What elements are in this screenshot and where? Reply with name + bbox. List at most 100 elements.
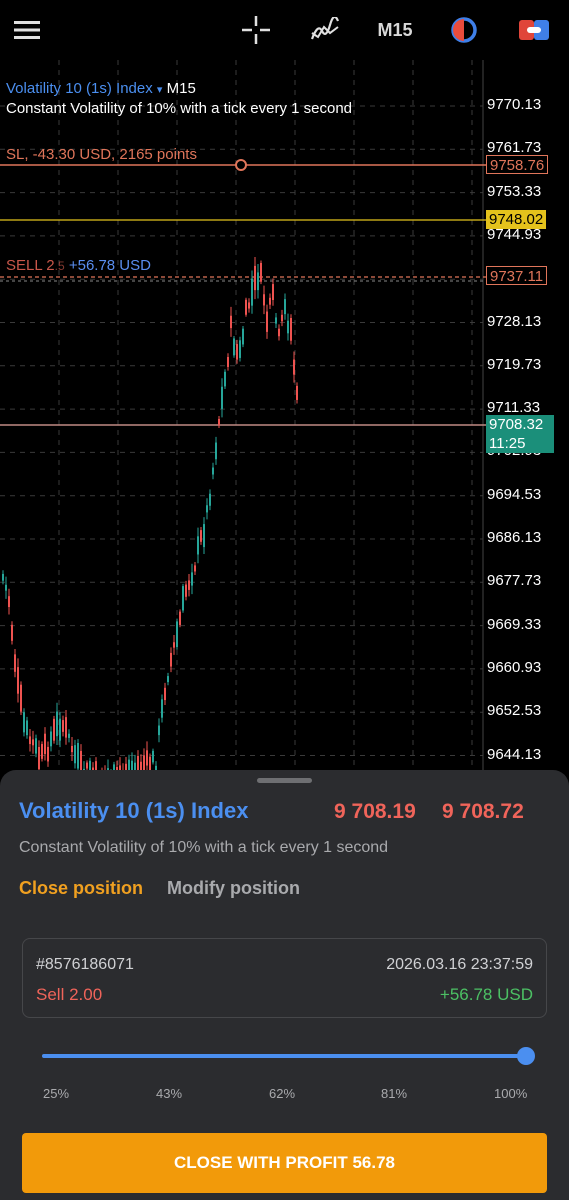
slider-tick-25[interactable]: 25% bbox=[43, 1086, 70, 1101]
candle-body bbox=[77, 742, 79, 769]
candle-body bbox=[236, 344, 238, 360]
price-chart[interactable] bbox=[0, 60, 569, 780]
candle-body bbox=[182, 586, 184, 611]
slider-tick-81[interactable]: 81% bbox=[381, 1086, 408, 1101]
candle-body bbox=[29, 736, 31, 745]
candle-body bbox=[161, 699, 163, 718]
candle-body bbox=[272, 284, 274, 300]
candle-body bbox=[275, 317, 277, 324]
sheet-drag-handle[interactable] bbox=[257, 778, 312, 783]
candle-body bbox=[86, 762, 88, 769]
candle-body bbox=[242, 328, 244, 345]
candle-body bbox=[215, 442, 217, 460]
position-profit: +56.78 USD bbox=[439, 985, 533, 1004]
candle-body bbox=[173, 642, 175, 648]
slider-tick-43[interactable]: 43% bbox=[156, 1086, 183, 1101]
position-side-volume: Sell 2.00 bbox=[36, 985, 103, 1004]
bid-price: 9 708.19 bbox=[334, 800, 416, 823]
price-axis-label: 9686.13 bbox=[487, 529, 542, 546]
position-volume-fragment: .5 bbox=[54, 259, 65, 273]
slider-tick-62[interactable]: 62% bbox=[269, 1086, 296, 1101]
candle-body bbox=[257, 272, 259, 291]
candle-body bbox=[239, 340, 241, 358]
indicators-icon[interactable] bbox=[309, 10, 341, 50]
candle-body bbox=[278, 328, 280, 337]
candle-body bbox=[191, 572, 193, 586]
price-axis-label: 9677.73 bbox=[487, 572, 542, 590]
candle-body bbox=[38, 746, 40, 770]
position-label[interactable]: SELL 2.5 +56.78 USD bbox=[6, 257, 151, 274]
candle-body bbox=[203, 524, 205, 548]
position-profit-label: +56.78 USD bbox=[68, 257, 151, 274]
candle-body bbox=[266, 311, 268, 332]
candle-body bbox=[263, 294, 265, 306]
tab-close-position[interactable]: Close position bbox=[19, 878, 144, 898]
sheet-symbol-description: Constant Volatility of 10% with a tick e… bbox=[19, 839, 389, 856]
candle-body bbox=[179, 611, 181, 625]
candle-body bbox=[143, 755, 145, 780]
candle-body bbox=[158, 725, 160, 736]
candle-body bbox=[2, 573, 4, 581]
price-axis-label: 9770.13 bbox=[487, 96, 542, 113]
chart-symbol-description: Constant Volatility of 10% with a tick e… bbox=[6, 100, 353, 117]
current-price-tag: 9708.32 11:25 bbox=[486, 415, 554, 453]
chart-symbol-title[interactable]: Volatility 10 (1s) Index ▾ M15 bbox=[6, 80, 196, 97]
candle-body bbox=[71, 745, 73, 753]
price-axis-label: 9753.33 bbox=[487, 182, 542, 200]
close-volume-slider-thumb[interactable] bbox=[517, 1047, 535, 1065]
candle-body bbox=[128, 759, 130, 780]
position-card: #8576186071 2026.03.16 23:37:59 Sell 2.0… bbox=[22, 938, 547, 1018]
candle-body bbox=[293, 359, 295, 375]
price-axis-label: 9744.93 bbox=[487, 225, 542, 243]
close-with-profit-button[interactable]: CLOSE WITH PROFIT 56.78 bbox=[22, 1133, 547, 1193]
candle-body bbox=[248, 302, 250, 309]
price-axis-label: 9660.93 bbox=[487, 658, 542, 676]
candle-body bbox=[56, 711, 58, 737]
hamburger-menu-icon[interactable] bbox=[12, 10, 42, 50]
half-moon-icon[interactable] bbox=[448, 10, 480, 50]
candle-body bbox=[95, 761, 97, 771]
candle-body bbox=[194, 565, 196, 572]
price-axis-label: 9652.53 bbox=[487, 702, 542, 720]
candle-body bbox=[11, 624, 13, 641]
sheet-symbol-name: Volatility 10 (1s) Index bbox=[19, 798, 249, 823]
candle-body bbox=[14, 654, 16, 672]
candle-body bbox=[113, 764, 115, 771]
candle-body bbox=[41, 744, 43, 759]
trade-toggle-icon[interactable] bbox=[517, 10, 551, 50]
candle-body bbox=[227, 357, 229, 367]
candle-body bbox=[137, 756, 139, 780]
tab-modify-position[interactable]: Modify position bbox=[167, 878, 300, 898]
candle-body bbox=[233, 338, 235, 356]
chevron-down-icon: ▾ bbox=[156, 84, 163, 96]
price-axis-label: 9694.53 bbox=[487, 485, 542, 503]
ask-price: 9 708.72 bbox=[442, 800, 524, 823]
close-volume-slider-track[interactable] bbox=[42, 1054, 526, 1058]
candle-body bbox=[26, 720, 28, 736]
stop-loss-price-tag: 9758.76 bbox=[486, 155, 549, 174]
position-side-label: SELL 2 bbox=[6, 257, 55, 274]
price-axis-label: 9719.73 bbox=[487, 355, 542, 373]
candle-body bbox=[197, 536, 199, 555]
candle-body bbox=[32, 739, 34, 746]
candle-body bbox=[170, 652, 172, 667]
entry-price-tag: 9737.11 bbox=[486, 266, 548, 285]
stop-loss-label[interactable]: SL, -43.30 USD, 2165 points bbox=[6, 146, 197, 163]
price-axis-label: 9669.33 bbox=[487, 615, 542, 633]
candle-body bbox=[176, 621, 178, 648]
bar-countdown: 11:25 bbox=[489, 435, 526, 452]
candle-body bbox=[230, 315, 232, 329]
slider-tick-100[interactable]: 100% bbox=[494, 1086, 528, 1101]
crosshair-icon[interactable] bbox=[240, 10, 272, 50]
timeframe-button[interactable]: M15 bbox=[377, 19, 413, 40]
candle-body bbox=[149, 756, 151, 777]
candle-body bbox=[68, 733, 70, 738]
price-axis-label: 9644.13 bbox=[487, 745, 542, 763]
candle-body bbox=[284, 299, 286, 315]
candle-body bbox=[152, 750, 154, 763]
top-toolbar: M15 bbox=[0, 0, 569, 60]
candle-body bbox=[44, 733, 46, 755]
candle-body bbox=[62, 720, 64, 732]
chart-timeframe: M15 bbox=[166, 80, 196, 97]
candle-body bbox=[74, 745, 76, 764]
